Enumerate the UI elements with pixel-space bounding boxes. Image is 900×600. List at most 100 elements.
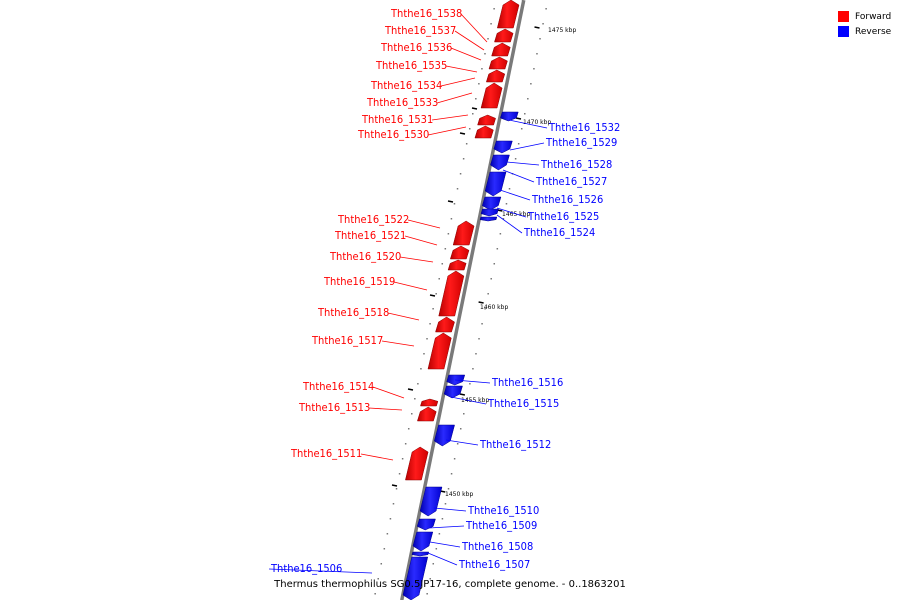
gene-ththe16-1514-leader (372, 386, 405, 399)
gene-ththe16-1528-label: Ththe16_1528 (540, 158, 612, 171)
tick-dot (475, 98, 477, 100)
tick-dot (481, 323, 483, 325)
gene-ththe16-1511-label: Ththe16_1511 (290, 447, 362, 460)
scale-label: 1475 kbp (548, 27, 576, 34)
gene-ththe16-1534-arrow (485, 69, 506, 83)
gene-ththe16-1536-label: Ththe16_1536 (380, 41, 452, 54)
tick-dot (383, 548, 386, 550)
tick-dot (438, 278, 440, 280)
gene-ththe16-1515-label: Ththe16_1515 (487, 397, 559, 410)
tick-dot (536, 53, 538, 55)
tick-dot (401, 458, 404, 460)
backbone-highlight (398, 0, 522, 600)
tick-dot (472, 113, 474, 115)
tick-dot (435, 548, 438, 550)
tick-dot (514, 158, 517, 160)
gene-ththe16-1517-leader (381, 340, 415, 347)
gene-ththe16-1507-leader (427, 552, 458, 566)
tick-dot (462, 158, 465, 160)
tick-dot (496, 248, 499, 250)
legend-forward: Forward (838, 9, 891, 24)
legend: Forward Reverse (838, 9, 891, 39)
tick-dot (487, 293, 489, 295)
gene-ththe16-1525-leader (496, 207, 527, 218)
gene-ththe16-1527-label: Ththe16_1527 (535, 175, 607, 188)
gene-ththe16-1529-arrow (493, 140, 513, 154)
gene-ththe16-1536-leader (450, 47, 482, 61)
gene-ththe16-1509-arrow (416, 518, 436, 531)
scale-tick (459, 393, 466, 396)
gene-ththe16-1515-leader (450, 396, 487, 405)
forward-swatch (838, 11, 849, 22)
gene-ththe16-1507-arrow (411, 551, 430, 557)
tick-dot (395, 488, 398, 490)
tick-dot (542, 23, 544, 25)
tick-dot (441, 263, 444, 265)
gene-ththe16-1519-label: Ththe16_1519 (323, 275, 395, 288)
gene-ththe16-1519-leader (393, 281, 428, 291)
gene-ththe16-1526-arrow (482, 196, 502, 211)
tick-dot (404, 443, 407, 445)
gene-ththe16-1530-leader (427, 126, 467, 136)
scale-tick (429, 294, 436, 297)
gene-ththe16-1524-label: Ththe16_1524 (523, 226, 595, 239)
tick-dot (386, 533, 389, 535)
tick-dot (468, 128, 471, 130)
gene-ththe16-1531-label: Ththe16_1531 (361, 113, 433, 126)
scale-tick (407, 388, 414, 391)
tick-dot (545, 8, 547, 10)
gene-ththe16-1530-label: Ththe16_1530 (357, 128, 429, 141)
tick-dot (389, 518, 392, 520)
scale-tick (478, 301, 484, 304)
gene-ththe16-1506-arrow (402, 556, 429, 600)
scale-tick (391, 484, 398, 487)
tick-dot (472, 368, 474, 370)
tick-dot (426, 593, 428, 595)
gene-ththe16-1526-leader (499, 189, 531, 201)
gene-ththe16-1514-arrow (420, 398, 439, 407)
tick-dot (465, 143, 468, 145)
tick-dot (463, 413, 465, 415)
tick-dot (417, 383, 419, 385)
gene-ththe16-1508-label: Ththe16_1508 (461, 540, 533, 553)
minor-ticks (374, 8, 547, 595)
gene-ththe16-1506-label: Ththe16_1506 (270, 562, 342, 575)
tick-dot (447, 488, 450, 490)
tick-dot (493, 8, 495, 10)
gene-ththe16-1524-leader (496, 214, 523, 234)
map-caption: Thermus thermophilus SG0.5JP17-16, compl… (274, 579, 626, 590)
tick-dot (392, 503, 395, 505)
scale-tick (515, 117, 522, 120)
gene-ththe16-1507-label: Ththe16_1507 (458, 558, 530, 571)
gene-ththe16-1532-leader (508, 119, 548, 129)
gene-ththe16-1530-arrow (474, 125, 494, 139)
tick-dot (453, 203, 456, 205)
gene-ththe16-1510-label: Ththe16_1510 (467, 504, 539, 517)
gene-ththe16-1532-label: Ththe16_1532 (548, 121, 620, 134)
gene-ththe16-1518-leader (387, 312, 420, 321)
tick-dot (475, 353, 477, 355)
gene-ththe16-1529-label: Ththe16_1529 (545, 136, 617, 149)
tick-dot (484, 53, 486, 55)
tick-dot (469, 383, 471, 385)
tick-dot (459, 173, 462, 175)
gene-ththe16-1518-arrow (435, 316, 455, 333)
tick-dot (444, 248, 447, 250)
scale-tick (534, 26, 540, 29)
gene-ththe16-1517-arrow (427, 332, 452, 370)
legend-reverse: Reverse (838, 24, 891, 39)
reverse-swatch (838, 26, 849, 37)
gene-ththe16-1514-label: Ththe16_1514 (302, 380, 374, 393)
gene-ththe16-1520-label: Ththe16_1520 (329, 250, 401, 263)
gene-ththe16-1528-arrow (490, 154, 510, 171)
tick-dot (478, 83, 480, 85)
scale-tick (447, 200, 454, 203)
tick-dot (441, 518, 444, 520)
gene-ththe16-1511-arrow (405, 446, 429, 481)
gene-ththe16-1515-arrow (443, 385, 463, 399)
gene-ththe16-1508-leader (429, 541, 461, 548)
gene-ththe16-1524-arrow (479, 216, 498, 222)
gene-ththe16-1534-leader (440, 77, 476, 87)
tick-dot (438, 533, 441, 535)
